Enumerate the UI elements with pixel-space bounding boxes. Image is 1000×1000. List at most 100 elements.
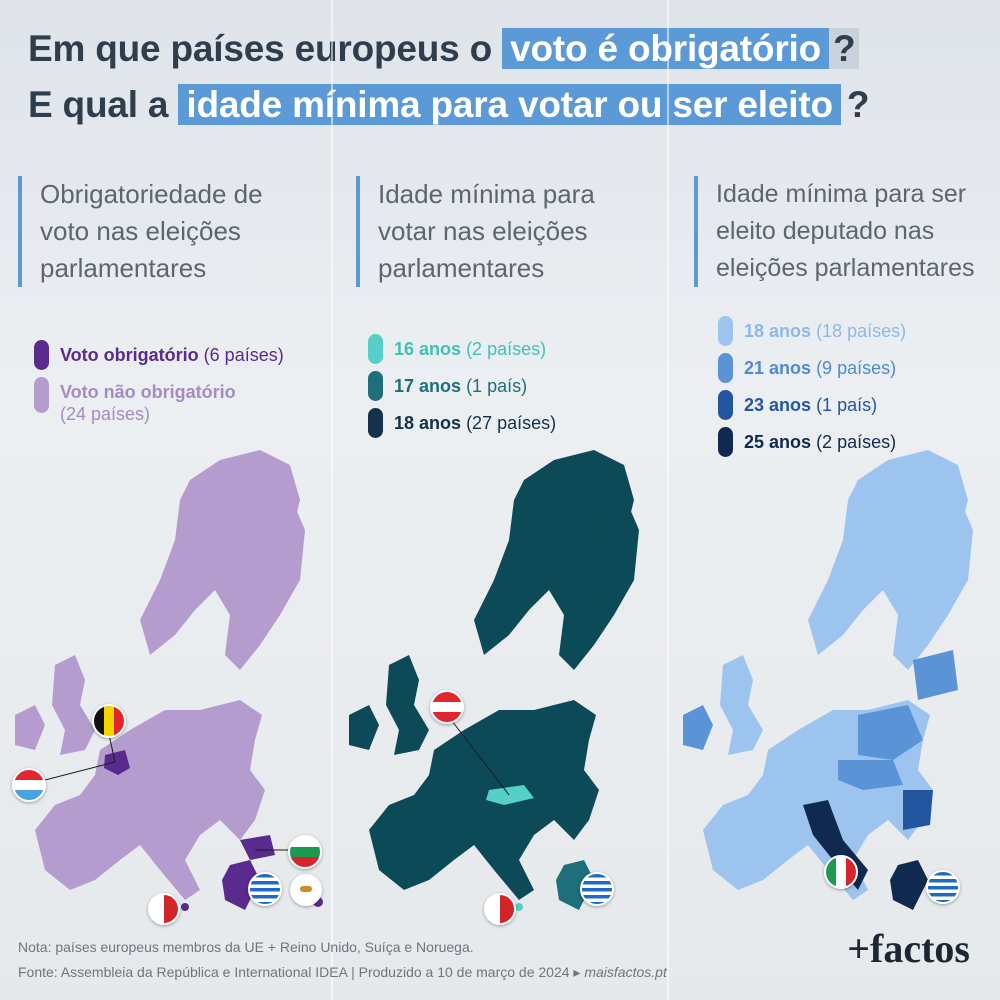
legend-swatch xyxy=(718,353,733,383)
legend-item-25: 25 anos (2 países) xyxy=(718,427,998,457)
title-line-1-highlight: voto é obrigatório xyxy=(502,28,830,69)
legend-count: (27 países) xyxy=(466,413,557,433)
legend-count: (24 países) xyxy=(60,404,151,424)
title-line-1-qmark: ? xyxy=(829,28,860,69)
legend-label: 21 anos xyxy=(744,358,812,378)
legend-elected-age: 18 anos (18 países) 21 anos (9 países) 2… xyxy=(718,316,998,468)
title-line-2-highlight: idade mínima para votar ou ser eleito xyxy=(178,84,841,125)
legend-label: 16 anos xyxy=(394,339,462,359)
map-finland xyxy=(930,495,973,610)
column-2-heading: Idade mínima para votar nas eleições par… xyxy=(356,176,595,287)
legend-vote-age: 16 anos (2 países) 17 anos (1 país) 18 a… xyxy=(368,334,658,449)
map-ireland xyxy=(683,705,713,750)
legend-item-18: 18 anos (27 países) xyxy=(368,408,658,438)
map-scandinavia xyxy=(140,450,300,670)
map-finland xyxy=(262,495,305,610)
heading-line: Obrigatoriedade de xyxy=(40,179,263,209)
title-line-2-prefix: E qual a xyxy=(28,84,169,125)
legend-count: (2 países) xyxy=(816,432,897,452)
map-malta xyxy=(181,903,189,911)
footer-source: Fonte: Assembleia da República e Interna… xyxy=(18,964,667,981)
legend-label: 18 anos xyxy=(744,321,812,341)
map-uk xyxy=(720,655,763,755)
leader-line xyxy=(44,761,116,781)
greece-flag-icon xyxy=(926,870,960,904)
legend-swatch xyxy=(34,340,49,370)
belgium-flag-icon xyxy=(92,704,126,738)
malta-flag-icon xyxy=(148,893,180,925)
map-scandinavia xyxy=(808,450,968,670)
title-line-2-qmark: ? xyxy=(846,84,870,125)
legend-swatch xyxy=(34,377,49,413)
legend-label: 23 anos xyxy=(744,395,812,415)
map-austria xyxy=(486,785,534,805)
map-greece xyxy=(890,860,928,910)
heading-line: Idade mínima para ser xyxy=(716,180,967,208)
greece-flag-icon xyxy=(580,872,614,906)
heading-line: voto nas eleições xyxy=(40,216,241,246)
luxembourg-flag-icon xyxy=(12,768,46,802)
legend-swatch xyxy=(368,408,383,438)
legend-item-18: 18 anos (18 países) xyxy=(718,316,998,346)
malta-flag-icon xyxy=(484,893,516,925)
heading-line: parlamentares xyxy=(378,253,545,283)
legend-count: (6 países) xyxy=(203,345,284,365)
map-continent xyxy=(369,700,599,900)
legend-count: (2 países) xyxy=(466,339,547,359)
legend-swatch xyxy=(718,316,733,346)
column-3-heading: Idade mínima para ser eleito deputado na… xyxy=(694,176,974,287)
title-line-2: E qual a idade mínima para votar ou ser … xyxy=(28,84,869,126)
legend-item-not-compulsory: Voto não obrigatório (24 países) xyxy=(34,377,324,425)
legend-swatch xyxy=(368,334,383,364)
heading-line: parlamentares xyxy=(40,253,207,283)
brand-logo: +factos xyxy=(847,926,970,971)
map-uk xyxy=(52,655,95,755)
title-line-1-prefix: Em que países europeus o xyxy=(28,28,493,69)
legend-label: Voto obrigatório xyxy=(60,345,199,365)
legend-count: (1 país) xyxy=(466,376,528,396)
map-ireland xyxy=(349,705,379,750)
legend-item-17: 17 anos (1 país) xyxy=(368,371,658,401)
map-ireland xyxy=(15,705,45,750)
legend-item-23: 23 anos (1 país) xyxy=(718,390,998,420)
footer-source-text: Fonte: Assembleia da República e Interna… xyxy=(18,964,581,980)
bulgaria-flag-icon xyxy=(288,835,322,869)
legend-label: 25 anos xyxy=(744,432,812,452)
column-1-heading: Obrigatoriedade de voto nas eleições par… xyxy=(18,176,263,287)
heading-line: eleito deputado nas xyxy=(716,217,935,245)
italy-flag-icon xyxy=(824,855,858,889)
map-romania xyxy=(903,790,933,830)
footer-note: Nota: países europeus membros da UE + Re… xyxy=(18,939,474,955)
legend-swatch xyxy=(718,427,733,457)
map-compulsory-voting xyxy=(15,450,323,911)
legend-item-compulsory: Voto obrigatório (6 países) xyxy=(34,340,324,370)
heading-line: eleições parlamentares xyxy=(716,254,975,282)
legend-swatch xyxy=(368,371,383,401)
map-baltics xyxy=(913,650,958,700)
map-malta xyxy=(515,903,523,911)
map-elected-age xyxy=(683,450,973,910)
legend-swatch xyxy=(718,390,733,420)
legend-item-21: 21 anos (9 países) xyxy=(718,353,998,383)
heading-line: Idade mínima para xyxy=(378,179,595,209)
map-continent xyxy=(35,700,265,900)
legend-item-16: 16 anos (2 países) xyxy=(368,334,658,364)
map-vote-age xyxy=(349,450,639,911)
footer-site-link[interactable]: maisfactos.pt xyxy=(584,964,667,980)
column-divider xyxy=(667,0,669,1000)
map-central xyxy=(838,760,903,790)
map-uk xyxy=(386,655,429,755)
legend-compulsory: Voto obrigatório (6 países) Voto não obr… xyxy=(34,340,324,440)
cyprus-flag-icon xyxy=(290,874,322,906)
austria-flag-icon xyxy=(430,690,464,724)
map-poland xyxy=(858,705,923,760)
map-finland xyxy=(596,495,639,610)
column-divider xyxy=(331,0,333,1000)
legend-label: 18 anos xyxy=(394,413,462,433)
legend-count: (9 países) xyxy=(816,358,897,378)
title-line-1: Em que países europeus o voto é obrigató… xyxy=(28,28,860,70)
legend-label: 17 anos xyxy=(394,376,462,396)
map-belgium-luxembourg xyxy=(104,750,130,775)
map-bulgaria xyxy=(240,835,275,860)
map-scandinavia xyxy=(474,450,634,670)
